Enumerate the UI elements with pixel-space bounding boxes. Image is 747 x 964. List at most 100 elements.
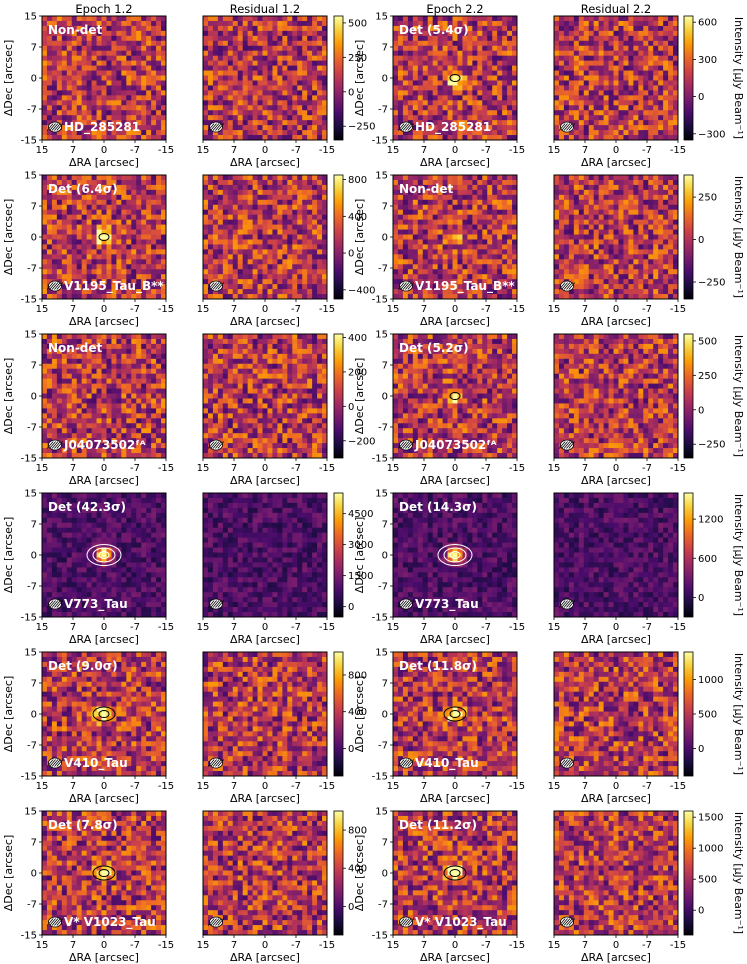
pixel (136, 70, 142, 76)
pixel (136, 65, 142, 71)
pixel (203, 284, 209, 290)
pixel (287, 284, 293, 290)
pixel (227, 204, 234, 211)
pixel (583, 115, 590, 121)
beam-hatch (212, 123, 220, 131)
pixel (61, 20, 68, 27)
pixel (131, 90, 137, 96)
pixel (146, 259, 152, 265)
pixel (217, 115, 224, 121)
pixel (673, 120, 679, 126)
pixel (136, 50, 142, 57)
pixel (613, 224, 619, 230)
pixel (96, 184, 102, 191)
pixel (61, 259, 68, 265)
pixel (487, 209, 493, 216)
pixel (477, 70, 483, 76)
pixel (502, 85, 508, 91)
pixel (502, 209, 508, 216)
pixel (141, 45, 147, 52)
pixel (131, 105, 137, 111)
pixel (457, 264, 463, 270)
pixel (653, 199, 659, 206)
pixel (397, 115, 404, 121)
pixel (608, 249, 614, 255)
pixel (393, 50, 399, 57)
pixel (402, 175, 409, 181)
pixel (282, 209, 288, 216)
pixel (628, 100, 634, 106)
pixel (86, 194, 92, 201)
pixel (121, 80, 127, 86)
pixel (407, 135, 414, 141)
pixel (397, 16, 404, 22)
pixel (136, 55, 142, 62)
pixel (126, 85, 132, 91)
pixel (267, 115, 273, 121)
pixel (131, 204, 137, 211)
pixel (126, 289, 132, 295)
pixel (252, 70, 258, 76)
pixel (578, 249, 585, 255)
pixel (457, 234, 463, 240)
pixel (472, 16, 478, 22)
pixel (207, 55, 214, 62)
pixel (462, 90, 468, 96)
pixel (257, 65, 263, 71)
pixel (643, 120, 649, 126)
pixel (598, 20, 604, 27)
pixel (222, 30, 229, 37)
pixel (227, 90, 234, 96)
pixel (297, 100, 303, 106)
pixel (222, 199, 229, 206)
pixel (487, 274, 493, 280)
pixel (312, 239, 318, 245)
pixel (312, 130, 318, 136)
pixel (96, 199, 102, 206)
pixel (492, 179, 498, 186)
pixel (663, 105, 669, 111)
beam-hatch (207, 282, 215, 290)
pixel (292, 239, 298, 245)
pixel (203, 105, 209, 111)
pixel (207, 244, 214, 250)
pixel (442, 85, 448, 91)
pixel (618, 30, 624, 37)
pixel (76, 35, 83, 42)
pixel (467, 20, 473, 27)
pixel (432, 189, 439, 196)
pixel (472, 179, 478, 186)
pixel (86, 85, 92, 91)
pixel (151, 184, 157, 191)
pixel (593, 20, 600, 27)
pixel (262, 40, 268, 47)
pixel (222, 264, 229, 270)
y-tick-label: 0 (31, 233, 37, 244)
pixel (302, 209, 308, 216)
pixel (402, 50, 409, 57)
pixel (472, 135, 478, 141)
pixel (422, 214, 429, 221)
pixel (227, 135, 234, 141)
pixel (447, 284, 453, 290)
pixel (578, 85, 585, 91)
pixel (111, 264, 117, 270)
pixel (628, 259, 634, 265)
pixel (126, 244, 132, 250)
pixel (643, 90, 649, 96)
pixel (51, 294, 58, 300)
pixel (91, 95, 97, 101)
pixel (76, 130, 83, 136)
pixel (462, 50, 468, 57)
pixel (272, 224, 278, 230)
pixel (447, 90, 453, 96)
pixel (578, 209, 585, 216)
pixel (554, 120, 560, 126)
pixel (628, 60, 634, 66)
pixel (136, 120, 142, 126)
pixel (317, 194, 323, 201)
pixel (393, 234, 399, 240)
x-tick-label: 15 (387, 145, 400, 156)
pixel (222, 50, 229, 57)
pixel (156, 279, 162, 285)
